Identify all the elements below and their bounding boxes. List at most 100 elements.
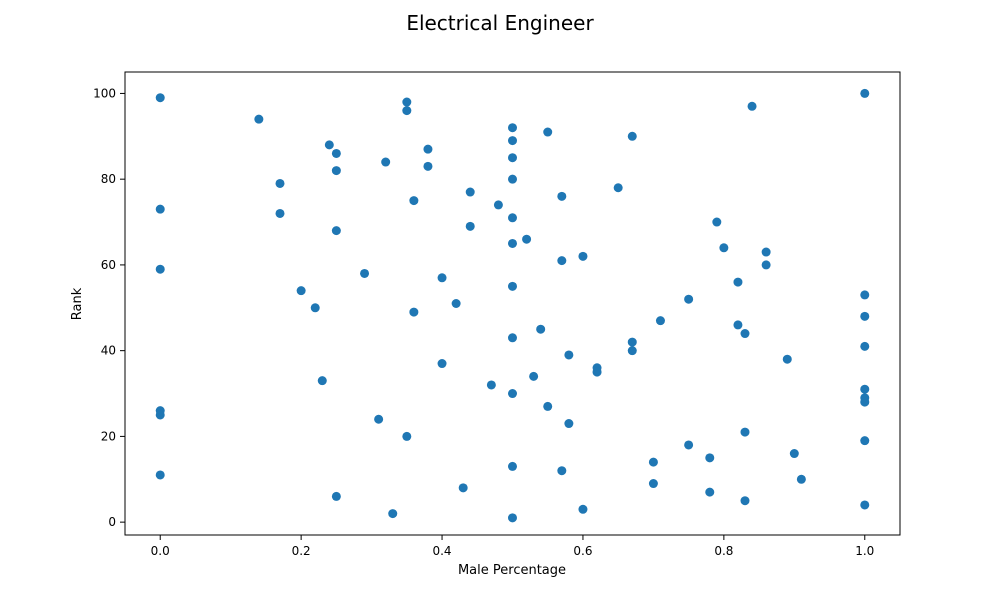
y-tick-label: 80 [101,172,116,186]
data-point [557,191,567,201]
data-point [508,153,517,163]
data-point [155,470,165,480]
data-point [508,333,517,343]
data-point [451,299,461,308]
data-point [409,307,419,317]
x-axis-label: Male Percentage [458,563,566,578]
data-point [705,453,715,463]
data-point [254,114,264,124]
data-point [423,144,433,154]
data-point [564,419,574,429]
data-point [508,281,517,291]
data-point [508,123,517,133]
data-point [317,376,327,386]
y-tick-label: 40 [101,344,116,358]
data-point [860,500,870,510]
data-point [860,436,870,446]
plot-area: 0.0 0.2 0.4 0.6 0.8 1.0 0 20 40 60 80 100 [93,71,901,558]
y-axis-label: Rank [70,287,85,320]
y-axis: 0 20 40 60 80 100 [93,86,125,529]
data-point [536,324,546,334]
data-point [155,204,165,214]
x-tick-label: 0.0 [151,544,170,558]
data-point [860,290,870,300]
y-tick-label: 0 [108,515,116,529]
x-tick-label: 0.8 [714,544,733,558]
data-point [508,389,517,399]
y-tick-label: 100 [93,86,116,100]
y-tick-label: 20 [101,429,116,443]
data-point [508,136,517,146]
data-point [155,264,165,274]
data-point [522,234,532,244]
data-point [275,178,285,188]
y-tick-label: 60 [101,258,116,272]
data-point [789,449,799,459]
data-point [324,140,334,150]
data-point [740,496,750,506]
data-point [557,466,567,476]
data-point [592,367,602,377]
data-point [627,131,637,141]
data-point [733,320,743,330]
data-point [578,504,588,514]
data-point [465,221,475,231]
plot-frame [124,71,901,536]
data-point [655,316,665,326]
data-point [627,346,637,356]
data-point [275,208,285,218]
data-point [747,101,757,111]
data-point [529,371,539,381]
data-point [402,97,412,107]
data-point [648,457,658,467]
data-point [860,311,870,321]
data-point [684,294,694,304]
data-point [508,461,517,471]
data-point [331,226,341,236]
x-tick-label: 0.4 [432,544,451,558]
data-point [543,401,553,411]
data-point [508,513,517,523]
data-point [310,303,320,313]
data-point [331,491,341,501]
data-point [740,329,750,339]
data-point [331,166,341,176]
data-point [543,127,553,137]
x-axis: 0.0 0.2 0.4 0.6 0.8 1.0 [151,535,874,558]
data-point [331,148,341,158]
data-point [409,196,419,206]
data-point [155,93,165,103]
data-point [486,380,496,390]
data-point [557,256,567,266]
data-point [705,487,715,497]
data-point [437,359,447,369]
data-point [388,509,398,519]
data-point [733,277,743,287]
data-point [155,410,165,420]
data-point [761,247,771,257]
data-point [402,106,412,116]
data-point [437,273,447,283]
data-point [493,200,503,210]
data-point [296,286,306,296]
data-point [627,337,637,347]
data-point [578,251,588,261]
data-point [402,431,412,441]
x-tick-label: 1.0 [855,544,874,558]
data-point [508,174,517,184]
data-point [860,341,870,351]
data-point [860,384,870,394]
data-point [782,354,792,364]
data-point [860,88,870,98]
data-point [860,397,870,407]
data-point [508,238,517,248]
data-point [458,483,468,493]
data-point [719,243,729,253]
data-point [508,213,517,223]
data-point [796,474,806,484]
data-points [155,88,870,523]
data-point [684,440,694,450]
data-point [564,350,574,360]
data-point [761,260,771,270]
